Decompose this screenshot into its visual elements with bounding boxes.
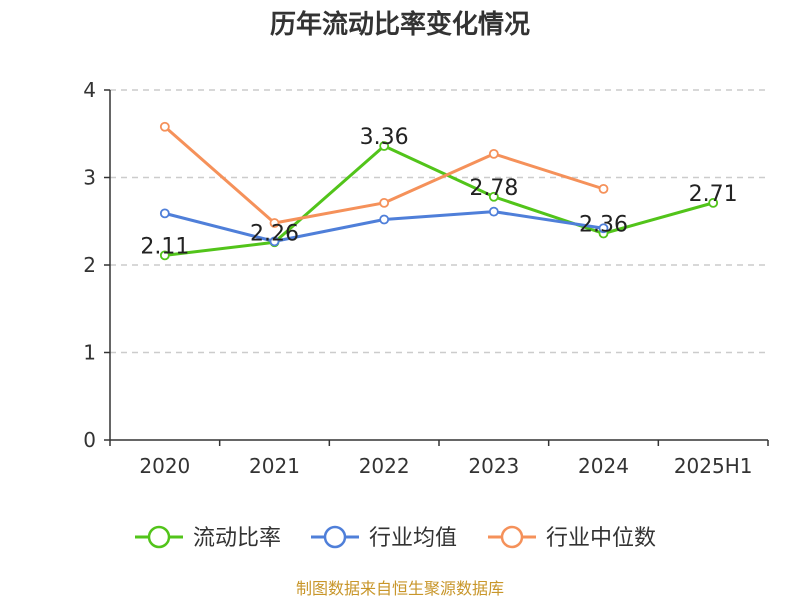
legend-label: 行业中位数	[546, 526, 656, 551]
x-tick-label: 2022	[359, 454, 410, 478]
data-point	[488, 206, 499, 217]
source-footer: 制图数据来自恒生聚源数据库	[296, 579, 504, 598]
data-point	[269, 236, 280, 247]
data-label: 2.71	[689, 182, 738, 207]
legend-item-0[interactable]: 流动比率	[135, 525, 281, 551]
chart-title: 历年流动比率变化情况	[270, 9, 530, 40]
data-label: 2.11	[140, 234, 189, 259]
data-point	[488, 191, 499, 202]
series-1	[159, 206, 609, 247]
data-label: 2.26	[250, 221, 299, 246]
data-label: 2.78	[469, 176, 518, 201]
legend-marker	[323, 525, 347, 549]
data-point	[159, 208, 170, 219]
y-tick-label: 2	[83, 253, 96, 277]
legend-marker	[147, 525, 171, 549]
legend-item-2[interactable]: 行业中位数	[488, 525, 656, 551]
legend[interactable]: 流动比率 行业均值 行业中位数	[135, 525, 656, 551]
data-point	[379, 197, 390, 208]
legend-label: 行业均值	[369, 526, 457, 551]
axes: 0 1 2 3 4 2020 2021 2022 2023 2024 2025H1	[83, 78, 769, 478]
data-point	[708, 197, 719, 208]
legend-marker	[500, 525, 524, 549]
y-tick-label: 4	[83, 78, 96, 102]
series-group	[159, 121, 719, 261]
y-tick-label: 0	[83, 428, 96, 452]
data-point	[598, 223, 609, 234]
y-tick-label: 1	[83, 341, 96, 365]
data-point	[269, 218, 280, 228]
data-point	[159, 121, 170, 132]
series-line	[164, 144, 714, 257]
grid-lines	[110, 89, 768, 354]
data-point	[488, 148, 499, 159]
x-tick-label: 2024	[578, 454, 629, 478]
data-point	[379, 214, 390, 225]
series-2	[159, 121, 609, 228]
x-tick-label: 2021	[249, 454, 300, 478]
x-tick-label: 2023	[468, 454, 519, 478]
data-labels: 2.11 2.26 3.36 2.78 2.36 2.71	[140, 125, 737, 259]
data-point	[379, 141, 390, 151]
x-tick-label: 2025H1	[674, 454, 753, 478]
legend-label: 流动比率	[193, 526, 281, 551]
legend-item-1[interactable]: 行业均值	[311, 525, 457, 551]
data-point	[159, 250, 170, 261]
y-tick-label: 3	[83, 166, 96, 190]
x-tick-label: 2020	[139, 454, 190, 478]
data-label: 3.36	[360, 125, 409, 150]
data-label: 2.36	[579, 213, 628, 238]
series-0	[159, 141, 719, 261]
data-point	[598, 183, 609, 194]
